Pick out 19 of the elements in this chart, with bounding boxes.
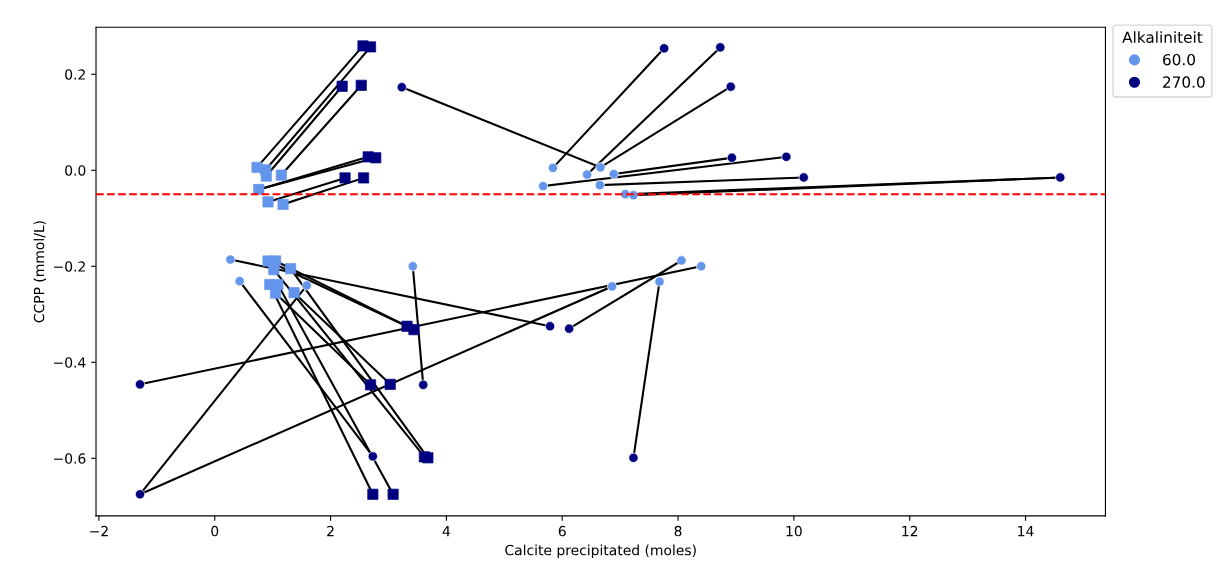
y-tick-label: −0.4 <box>54 357 86 368</box>
legend-title: Alkaliniteit <box>1122 31 1203 44</box>
x-tick-label: 6 <box>558 525 566 537</box>
x-axis-title: Calcite precipitated (moles) <box>505 544 696 559</box>
x-tick-label: 12 <box>902 525 918 537</box>
y-tick-label: 0.0 <box>65 165 86 176</box>
y-tick-label: −0.6 <box>54 453 86 464</box>
y-tick-label: −0.2 <box>54 261 85 272</box>
x-tick-label: 8 <box>674 525 682 537</box>
y-tick-label: 0.2 <box>65 69 85 80</box>
x-tick-label: 2 <box>327 525 334 537</box>
y-axis-title: CCPP (mmol/L) <box>33 221 46 323</box>
x-tick-label: 0 <box>211 525 219 537</box>
x-tick-label: −2 <box>90 525 108 537</box>
legend-label: 60.0 <box>1163 53 1195 66</box>
x-tick-label: 14 <box>1018 526 1034 537</box>
x-tick-label: 10 <box>786 525 802 537</box>
legend-label: 270.0 <box>1163 76 1205 88</box>
x-tick-label: 4 <box>442 526 451 537</box>
